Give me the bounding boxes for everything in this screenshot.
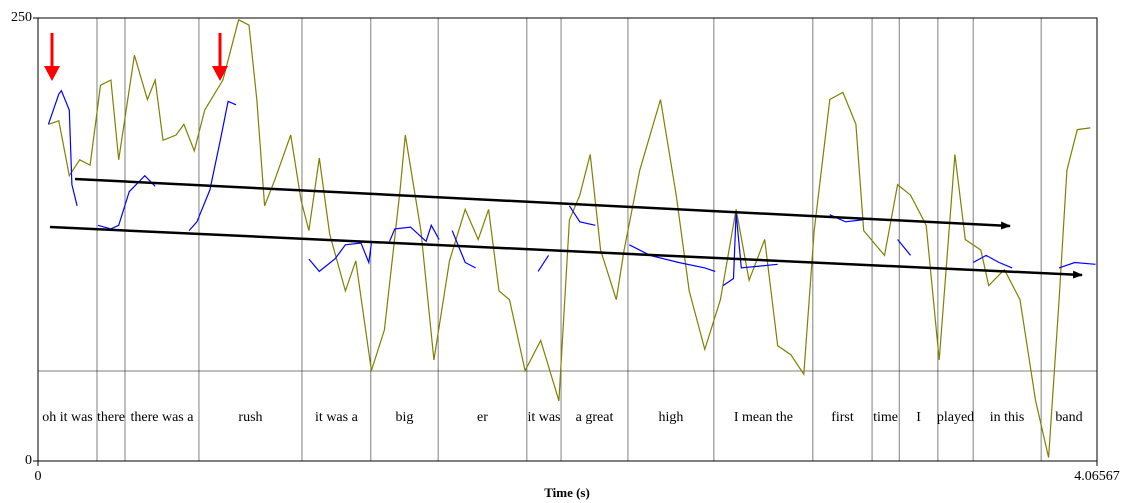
line-series [47, 89, 1096, 287]
plot-frame [37, 17, 1098, 462]
tier-label: played [937, 410, 974, 425]
tier-label: first [831, 410, 854, 425]
red-arrow-head [44, 66, 60, 81]
line-series [48, 18, 1091, 458]
trend-arrow [74, 177, 1011, 230]
tier-label: er [477, 410, 488, 425]
tier-label: it was [527, 410, 560, 425]
y-tick-label: 250 [11, 10, 32, 25]
text-tier: oh it was there there was a rush it was a big… [38, 18, 1097, 461]
tier-label: high [659, 410, 684, 425]
x-axis-label: Time (s) [544, 485, 590, 500]
tier-label: big [396, 410, 414, 425]
x-tick-label: 4.06567 [1074, 469, 1120, 484]
tier-label: I mean the [734, 410, 793, 425]
x-tick-label: 0 [35, 469, 42, 484]
tier-label: there was a [131, 410, 195, 425]
red-arrow-head [212, 66, 228, 81]
tier-label: a great [576, 410, 614, 425]
tier-label: rush [238, 410, 262, 425]
curves [47, 18, 1096, 458]
tier-label: time [873, 410, 898, 425]
tier-label: in this [990, 410, 1025, 425]
tier-label: there [97, 410, 125, 425]
trend-arrow [49, 225, 1083, 279]
tier-label: I [916, 410, 921, 425]
annotations [44, 33, 1083, 279]
tier-label: it was a [315, 410, 359, 425]
tier-label: oh it was [42, 410, 93, 425]
tier-label: band [1055, 410, 1082, 425]
y-tick-label: 0 [25, 453, 32, 468]
